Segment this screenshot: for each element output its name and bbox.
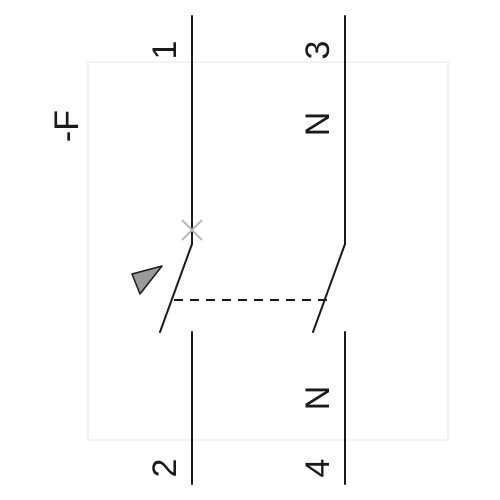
terminal-3: 3 [299, 41, 337, 60]
terminal-1: 1 [146, 41, 184, 60]
contact-right [313, 244, 345, 332]
designator-label: -F [48, 110, 86, 142]
actuator-arrow-icon [132, 266, 162, 294]
breaker-symbol: -F 1 3 2 4 N N [0, 0, 500, 500]
symbol-frame [88, 62, 448, 440]
n-label-bottom: N [299, 386, 337, 411]
pole-right [313, 16, 345, 484]
terminal-4: 4 [299, 459, 337, 478]
pole-left [160, 16, 192, 484]
terminal-2: 2 [146, 459, 184, 478]
contact-left [160, 244, 192, 332]
n-label-top: N [299, 112, 337, 137]
